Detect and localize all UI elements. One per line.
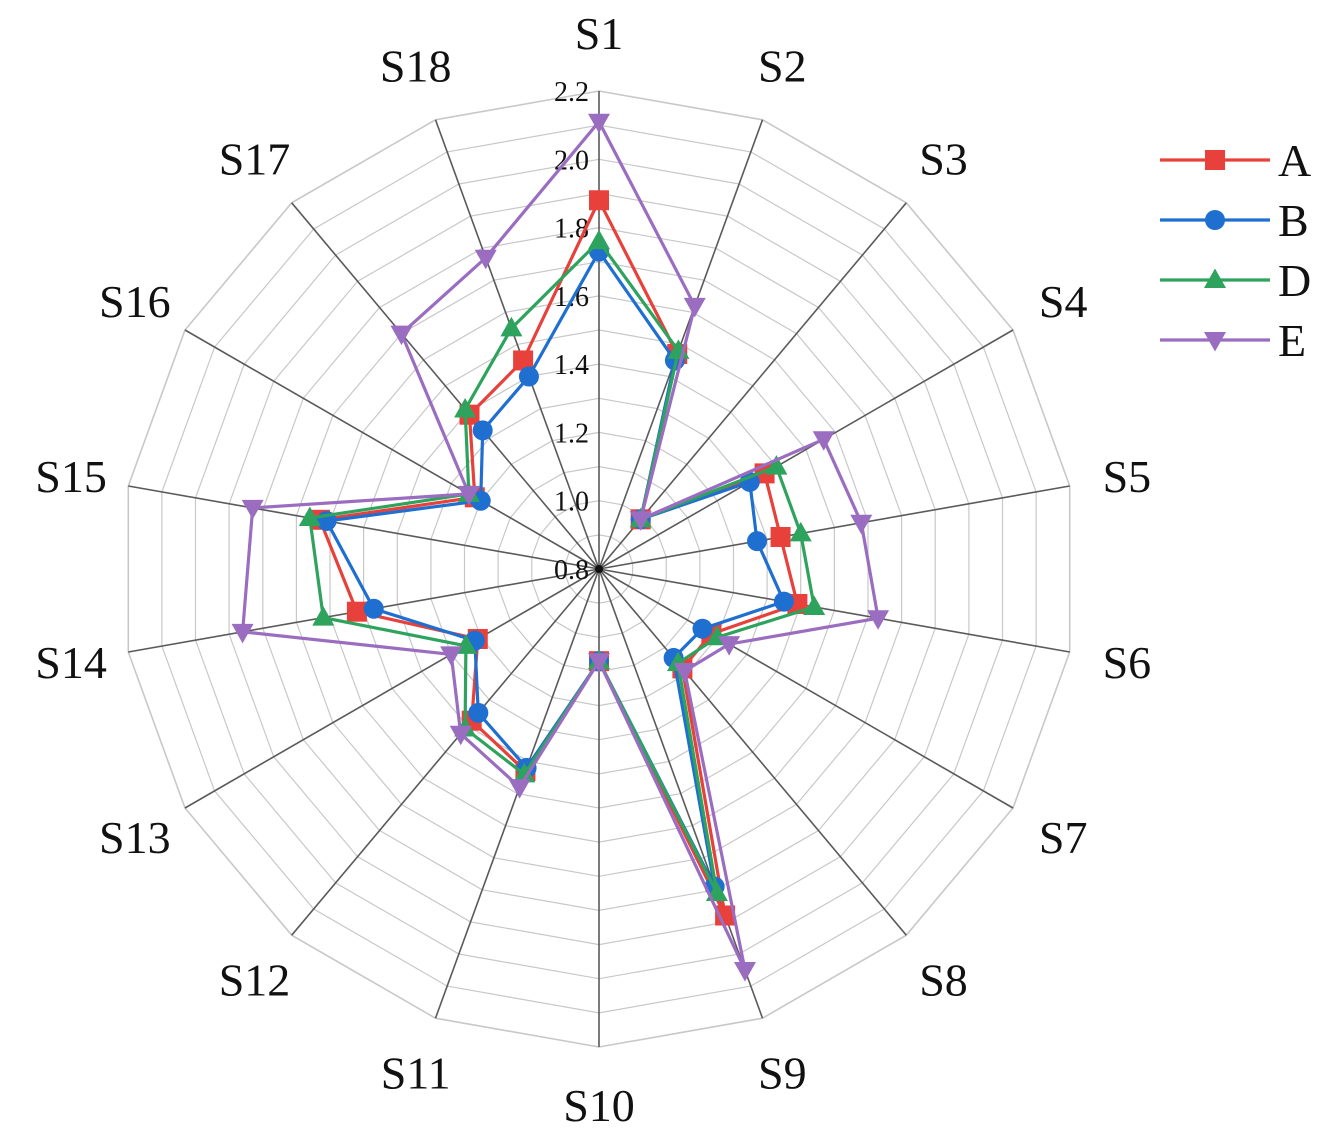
tick-label: 1.4 (554, 350, 589, 381)
data-point (363, 598, 384, 619)
category-labels: S1 S2 S3 S4 S5 S6 S7 S8 S9 S10 S11 S12 S13 S14 S15 S16 S… (35, 8, 1151, 1131)
data-point (440, 646, 463, 666)
series-lines (231, 113, 890, 982)
data-point (468, 702, 489, 723)
data-point (390, 325, 413, 346)
axis-spoke (184, 568, 600, 809)
data-point (789, 521, 812, 542)
legend-marker (1204, 268, 1226, 288)
data-point (867, 610, 890, 630)
data-point (457, 485, 480, 506)
center-dot (595, 565, 603, 573)
data-point (588, 229, 610, 250)
data-point (747, 531, 768, 552)
data-point (733, 962, 756, 982)
category-label: S5 (1103, 451, 1152, 502)
data-point (513, 350, 534, 371)
data-point (312, 606, 335, 626)
data-point (812, 431, 835, 451)
legend-marker (1204, 332, 1226, 352)
category-label: S1 (575, 8, 624, 59)
data-point (472, 420, 493, 441)
data-point (474, 249, 497, 270)
series-E (231, 113, 890, 982)
legend-marker (1205, 150, 1225, 170)
axis-spoke (291, 568, 600, 936)
category-label: S18 (380, 40, 452, 91)
data-point (629, 511, 652, 531)
category-label: S13 (99, 812, 171, 863)
legend-item: B (1160, 195, 1309, 246)
category-label: S2 (758, 40, 807, 91)
data-point (449, 725, 472, 746)
data-point (588, 113, 610, 134)
axis-spoke (598, 329, 1014, 570)
axis-spoke (598, 568, 1070, 653)
tick-label: 0.8 (554, 555, 589, 586)
data-point (718, 636, 741, 656)
data-point (673, 663, 696, 683)
axis-spoke (598, 568, 764, 1019)
data-point (588, 653, 610, 673)
legend-marker (1205, 210, 1225, 230)
radial-ticks: 0.81.01.21.41.61.82.02.2 (554, 77, 589, 586)
category-label: S6 (1103, 637, 1152, 688)
axis-spoke (434, 119, 600, 570)
axis-spoke (184, 329, 600, 570)
legend-item: D (1160, 255, 1311, 306)
data-point (770, 526, 791, 547)
data-point (513, 762, 536, 783)
data-point (692, 618, 713, 639)
data-point (454, 397, 477, 418)
legend-label: E (1278, 315, 1306, 366)
category-label: S15 (35, 451, 107, 502)
data-point (231, 623, 254, 644)
data-point (589, 190, 609, 211)
axis-spoke (291, 202, 600, 570)
category-label: S16 (99, 276, 171, 327)
category-label: S10 (563, 1080, 635, 1131)
category-label: S8 (919, 955, 968, 1006)
category-label: S3 (919, 133, 968, 184)
data-point (803, 595, 826, 615)
category-label: S11 (381, 1048, 451, 1099)
category-label: S17 (219, 133, 291, 184)
axis-spoke (128, 485, 600, 570)
axis-spoke (598, 568, 907, 936)
data-point (508, 779, 531, 799)
data-point (773, 591, 794, 612)
tick-label: 1.8 (554, 214, 589, 245)
tick-label: 2.2 (554, 77, 589, 108)
data-point (298, 506, 321, 527)
data-point (765, 455, 788, 475)
data-point (518, 366, 539, 387)
tick-label: 1.0 (554, 487, 589, 518)
legend-label: A (1278, 135, 1311, 186)
data-point (850, 514, 873, 535)
legend-item: A (1160, 135, 1311, 186)
data-point (500, 316, 523, 337)
legend-label: D (1278, 255, 1311, 306)
category-label: S12 (219, 955, 291, 1006)
data-point (346, 601, 367, 622)
data-point (683, 297, 706, 318)
axis-spoke (598, 485, 1070, 570)
category-label: S7 (1039, 812, 1088, 863)
axis-spoke (598, 568, 1014, 809)
tick-label: 1.2 (554, 418, 589, 449)
data-point (739, 471, 760, 492)
legend-label: B (1278, 195, 1309, 246)
category-label: S4 (1039, 276, 1088, 327)
data-point (241, 499, 264, 520)
axis-spoke (598, 202, 907, 570)
category-label: S9 (758, 1048, 807, 1099)
legend-item: E (1160, 315, 1306, 366)
category-label: S14 (35, 637, 107, 688)
